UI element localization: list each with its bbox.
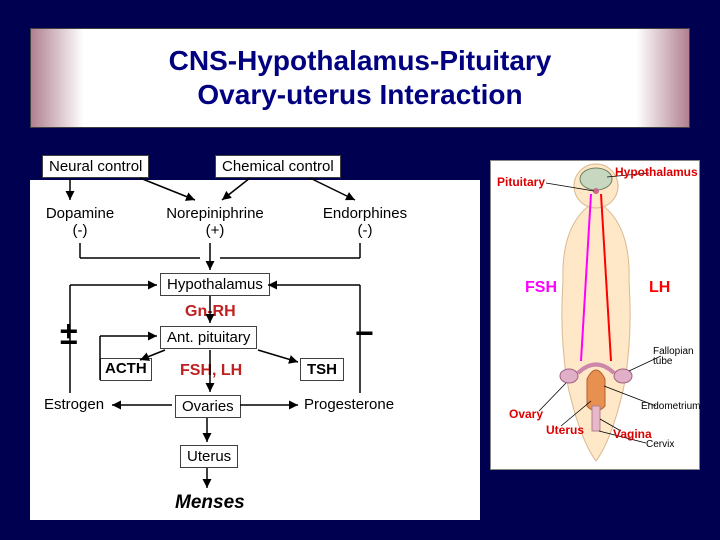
norepi-sign: (+): [206, 222, 225, 239]
feedback-left-symbol: ±: [60, 315, 78, 352]
anatomy-uterus-label: Uterus: [546, 423, 584, 437]
anatomy-cervix-label: Cervix: [646, 439, 674, 450]
gnrh-label: Gn-RH: [185, 303, 236, 321]
neural-control-box: Neural control: [42, 155, 149, 178]
anatomy-fsh-label: FSH: [525, 279, 557, 297]
ant-pituitary-box: Ant. pituitary: [160, 326, 257, 349]
title-band: CNS-Hypothalamus-Pituitary Ovary-uterus …: [30, 28, 690, 128]
acth-box: ACTH: [100, 358, 152, 381]
dopamine-sign: (-): [73, 222, 88, 239]
ovaries-box: Ovaries: [175, 395, 241, 418]
uterus-box: Uterus: [180, 445, 238, 468]
anatomy-hypothalamus-label: Hypothalamus: [615, 165, 698, 179]
endorph-sign: (-): [358, 222, 373, 239]
anatomy-ovary-label: Ovary: [509, 407, 543, 421]
feedback-right-symbol: −: [355, 315, 374, 352]
anatomy-endometrium-label: Endometrium: [641, 401, 700, 412]
estrogen-label: Estrogen: [40, 395, 108, 414]
norepi-name: Norepiniphrine: [166, 205, 264, 222]
hypothalamus-box: Hypothalamus: [160, 273, 270, 296]
dopamine-name: Dopamine: [46, 205, 114, 222]
norepi-label: Norepiniphrine (+): [150, 205, 280, 240]
anatomy-fallopian-label: Fallopian tube: [653, 347, 699, 367]
chemical-control-box: Chemical control: [215, 155, 341, 178]
dopamine-label: Dopamine (-): [35, 205, 125, 240]
anatomy-pituitary-label: Pituitary: [497, 175, 545, 189]
endorph-name: Endorphines: [323, 205, 407, 222]
acth-text: ACTH: [105, 360, 147, 377]
anatomy-fallopian-text: Fallopian tube: [653, 346, 694, 367]
tsh-box: TSH: [300, 358, 344, 381]
menses-label: Menses: [175, 492, 245, 514]
title-line-2: Ovary-uterus Interaction: [197, 78, 522, 112]
title-line-1: CNS-Hypothalamus-Pituitary: [169, 44, 552, 78]
anatomy-illustration: [491, 161, 701, 471]
anatomy-panel: Pituitary Hypothalamus FSH LH Fallopian …: [490, 160, 700, 470]
anatomy-lh-label: LH: [649, 279, 670, 297]
progesterone-label: Progesterone: [300, 395, 398, 414]
fsh-lh-label: FSH, LH: [180, 362, 242, 380]
endorph-label: Endorphines (-): [315, 205, 415, 240]
